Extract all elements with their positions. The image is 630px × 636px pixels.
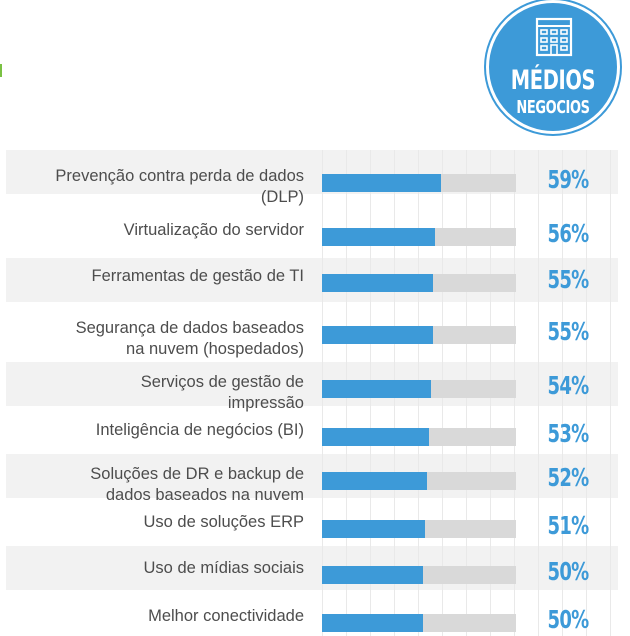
category-label: Inteligência de negócios (BI) [0,420,304,441]
value-label: 53% [547,419,590,448]
category-label-line: Inteligência de negócios (BI) [95,421,304,439]
bar-track [322,228,516,246]
bar-track [322,472,516,490]
value-label: 50% [547,557,590,586]
row-band [6,150,618,194]
value-label: 55% [547,265,590,294]
category-label-line: Prevenção contra perda de dados [55,167,304,185]
bar [322,380,431,398]
bar [322,274,433,292]
value-label: 55% [547,317,590,346]
bar-track [322,566,516,584]
category-label-line: (DLP) [260,188,304,206]
category-label: Soluções de DR e backup de dados baseados… [0,464,304,506]
bar-track [322,274,516,292]
bar [322,472,427,490]
category-label-line: Melhor conectividade [148,607,304,625]
bar [322,228,435,246]
grid-line [562,150,563,636]
category-label: Prevenção contra perda de dados (DLP) [0,166,304,208]
category-label-line: dados baseados na nuvem [105,486,304,504]
row-band [6,454,618,498]
row-band [6,546,618,590]
category-label-line: Ferramentas de gestão de TI [91,267,304,285]
value-label: 51% [547,511,590,540]
bar-track [322,614,516,632]
segment-badge: MÉDIOS NEGOCIOS [486,0,620,134]
row-bands [6,0,618,636]
category-label-line: impressão [227,394,304,412]
bar [322,174,441,192]
category-label-line: Serviços de gestão de [140,373,304,391]
accent-mark [0,64,2,77]
value-label: 54% [547,371,590,400]
category-label-line: Soluções de DR e backup de [90,465,304,483]
bar [322,326,433,344]
category-label: Serviços de gestão de impressão [0,372,304,414]
category-label-line: Uso de mídias sociais [143,559,304,577]
category-label: Melhor conectividade [0,606,304,627]
bar-track [322,520,516,538]
bar [322,614,423,632]
bar [322,566,423,584]
bar [322,428,429,446]
grid-line [538,150,539,636]
value-label: 50% [547,605,590,634]
category-label: Uso de mídias sociais [0,558,304,579]
category-label: Uso de soluções ERP [0,512,305,533]
bar-track [322,326,516,344]
value-label: 59% [547,165,590,194]
bar-track [322,380,516,398]
badge-title: MÉDIOS [510,65,596,96]
bar-track [322,428,516,446]
category-label-line: Uso de soluções ERP [143,513,305,531]
badge-subtitle: NEGOCIOS [516,97,590,118]
category-label-line: Segurança de dados baseados [75,319,304,337]
row-band [6,258,618,302]
bar-track [322,174,516,192]
category-label: Ferramentas de gestão de TI [0,266,304,287]
category-label-line: Virtualização do servidor [123,221,304,239]
value-label: 56% [547,219,590,248]
building-icon [535,17,573,57]
row-band [6,362,618,406]
bar [322,520,425,538]
grid-line [586,150,587,636]
grid-line [610,150,611,636]
category-label-line: na nuvem (hospedados) [126,340,304,358]
value-label: 52% [547,463,590,492]
category-label: Virtualização do servidor [0,220,304,241]
category-label: Segurança de dados baseados na nuvem (hos… [0,318,304,360]
